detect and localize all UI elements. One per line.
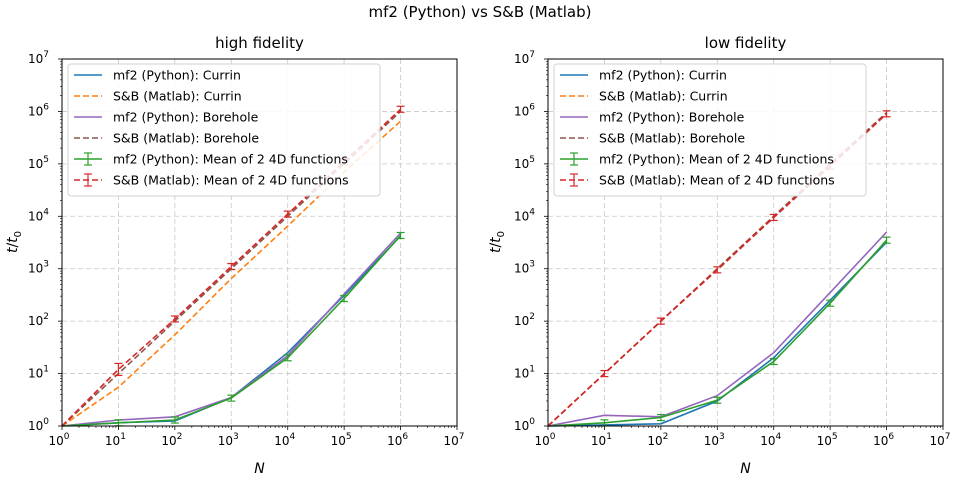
y-tick-label: 100 — [514, 417, 535, 433]
legend-label: S&B (Matlab): Currin — [599, 89, 728, 104]
axes-frame — [61, 58, 458, 427]
x-tick-label: 105 — [331, 432, 352, 448]
x-tick-label: 104 — [274, 432, 295, 448]
chart-title: low fidelity — [705, 34, 787, 52]
y-tick-label: 100 — [28, 417, 49, 433]
y-tick-label: 106 — [514, 102, 535, 118]
chart-low-fidelity: low fidelity N t/t0 100 101 102 103 104 105 10… — [488, 34, 951, 477]
x-tick-label: 103 — [218, 432, 239, 448]
y-tick-label: 107 — [514, 50, 535, 66]
x-tick-label: 100 — [534, 432, 555, 448]
y-tick-label: 106 — [28, 102, 49, 118]
legend-box — [553, 63, 867, 197]
legend-label: mf2 (Python): Currin — [113, 68, 241, 83]
x-tick-label: 102 — [647, 432, 668, 448]
y-axis-label: t/t0 — [488, 231, 507, 253]
plot-area: 100 101 102 103 104 105 106 107 100 101 102 103 104 1… — [514, 50, 951, 448]
axes-frame — [547, 58, 944, 427]
chart-high-fidelity: high fidelity N t/t0 100 101 102 103 104 105 1… — [5, 34, 465, 477]
legend-label: S&B (Matlab): Mean of 2 4D functions — [599, 173, 835, 188]
y-tick-label: 101 — [514, 365, 535, 381]
y-tick-label: 104 — [514, 207, 535, 223]
plot-area: 100 101 102 103 104 105 106 107 100 101 102 103 104 1… — [28, 50, 465, 448]
legend-label: mf2 (Python): Mean of 2 4D functions — [113, 152, 348, 167]
y-tick-label: 101 — [28, 365, 49, 381]
x-axis-label: N — [254, 461, 265, 477]
x-tick-label: 104 — [760, 432, 781, 448]
legend-label: mf2 (Python): Borehole — [599, 110, 745, 125]
y-axis-label: t/t0 — [5, 231, 24, 253]
legend-box — [67, 63, 381, 197]
x-tick-label: 106 — [387, 432, 408, 448]
y-tick-label: 103 — [28, 260, 49, 276]
x-axis-label: N — [740, 461, 751, 477]
legend-label: mf2 (Python): Mean of 2 4D functions — [599, 152, 834, 167]
x-tick-label: 100 — [48, 432, 69, 448]
y-tick-label: 102 — [28, 312, 49, 328]
x-tick-label: 107 — [929, 432, 950, 448]
x-tick-label: 103 — [704, 432, 725, 448]
y-tick-label: 104 — [28, 207, 49, 223]
x-tick-label: 106 — [873, 432, 894, 448]
x-tick-label: 102 — [161, 432, 182, 448]
legend-label: S&B (Matlab): Mean of 2 4D functions — [113, 173, 349, 188]
y-tick-label: 105 — [28, 155, 49, 171]
legend-label: S&B (Matlab): Borehole — [113, 131, 259, 146]
y-tick-label: 102 — [514, 312, 535, 328]
figure-suptitle: mf2 (Python) vs S&B (Matlab) — [368, 3, 591, 21]
x-tick-label: 105 — [817, 432, 838, 448]
series-line — [547, 231, 888, 427]
y-tick-label: 107 — [28, 50, 49, 66]
x-tick-label: 107 — [443, 432, 464, 448]
legend-label: S&B (Matlab): Borehole — [599, 131, 745, 146]
x-tick-label: 101 — [105, 432, 126, 448]
chart-title: high fidelity — [215, 34, 304, 52]
legend-label: mf2 (Python): Currin — [599, 68, 727, 83]
x-tick-label: 101 — [591, 432, 612, 448]
legend-label: mf2 (Python): Borehole — [113, 110, 259, 125]
legend-label: S&B (Matlab): Currin — [113, 89, 242, 104]
y-tick-label: 103 — [514, 260, 535, 276]
y-tick-label: 105 — [514, 155, 535, 171]
